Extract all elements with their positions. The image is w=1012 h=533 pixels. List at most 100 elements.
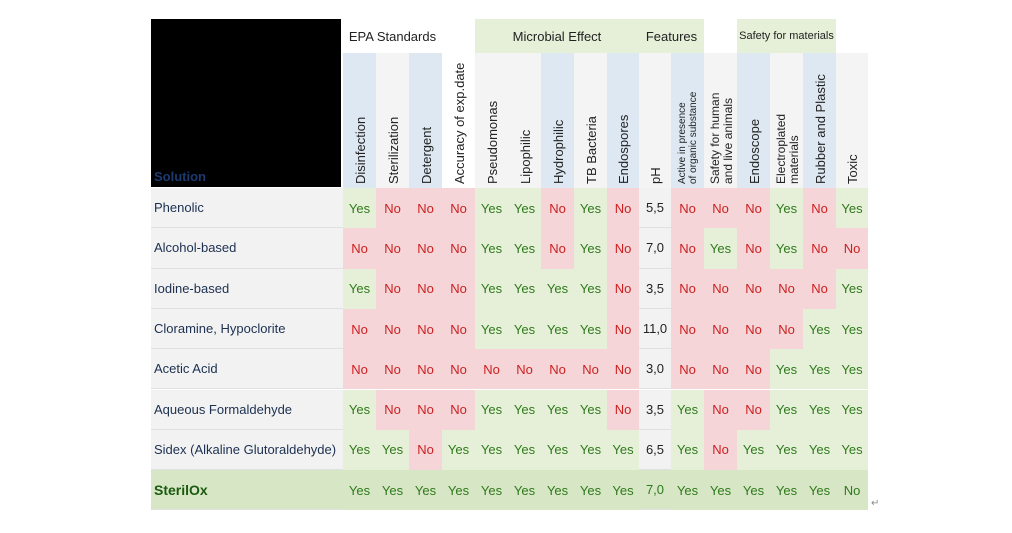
table-cell: No: [343, 228, 376, 269]
table-cell: Yes: [574, 308, 607, 350]
table-cell: Yes: [475, 308, 508, 350]
table-cell: No: [409, 349, 442, 390]
table-cell: Yes: [541, 268, 574, 309]
table-cell: Yes: [770, 389, 803, 430]
table-cell: No: [671, 268, 704, 309]
table-cell: Yes: [475, 389, 508, 430]
table-cell: No: [475, 349, 508, 390]
group-header: [836, 19, 868, 53]
table-cell: No: [442, 268, 475, 309]
table-cell: No: [803, 228, 836, 269]
table-cell: No: [704, 429, 737, 471]
table-cell: Yes: [343, 389, 376, 430]
table-cell: No: [770, 268, 803, 309]
table-cell: Yes: [803, 470, 836, 511]
table-cell: Yes: [704, 228, 737, 269]
table-cell: Yes: [770, 470, 803, 511]
table-cell: Yes: [508, 228, 541, 269]
highlight-row-name: SterilOx: [151, 470, 343, 511]
table-cell: 3,5: [639, 268, 671, 309]
table-cell: No: [671, 349, 704, 390]
row-name: Aqueous Formaldehyde: [151, 389, 343, 430]
table-cell: Yes: [770, 429, 803, 471]
table-cell: Yes: [574, 228, 607, 269]
column-header: pH: [639, 53, 671, 188]
column-header: Active in presence of organic substance: [671, 53, 704, 188]
column-header: Detergent: [409, 53, 442, 188]
table-cell: No: [376, 268, 409, 309]
table-cell: Yes: [574, 429, 607, 471]
table-cell: No: [737, 308, 770, 350]
table-cell: Yes: [508, 470, 541, 511]
table-cell: Yes: [574, 268, 607, 309]
table-cell: Yes: [343, 268, 376, 309]
table-cell: Yes: [541, 470, 574, 511]
table-cell: Yes: [574, 470, 607, 511]
column-header: Lipophilic: [508, 53, 541, 188]
table-cell: No: [343, 349, 376, 390]
table-cell: No: [409, 228, 442, 269]
table-cell: No: [376, 188, 409, 229]
table-cell: No: [376, 228, 409, 269]
table-cell: No: [836, 470, 868, 511]
table-cell: No: [442, 228, 475, 269]
table-cell: No: [376, 308, 409, 350]
table-cell: Yes: [475, 470, 508, 511]
table-cell: No: [770, 308, 803, 350]
row-name: Alcohol-based: [151, 228, 343, 269]
column-header: TB Bacteria: [574, 53, 607, 188]
group-header: EPA Standards: [343, 19, 442, 53]
row-name: Cloramine, Hypoclorite: [151, 308, 343, 350]
table-cell: Yes: [508, 389, 541, 430]
column-header: Pseudomonas: [475, 53, 508, 188]
row-name: Sidex (Alkaline Glutoraldehyde): [151, 429, 343, 471]
table-cell: Yes: [574, 389, 607, 430]
table-cell: Yes: [376, 429, 409, 471]
table-cell: Yes: [607, 429, 639, 471]
table-cell: Yes: [508, 429, 541, 471]
table-cell: No: [442, 389, 475, 430]
table-cell: No: [541, 349, 574, 390]
table-cell: Yes: [442, 470, 475, 511]
table-cell: Yes: [836, 308, 868, 350]
table-cell: No: [671, 308, 704, 350]
column-header: Disinfection: [343, 53, 376, 188]
table-cell: Yes: [770, 188, 803, 229]
group-header: Features: [639, 19, 704, 53]
table-cell: Yes: [343, 188, 376, 229]
row-name: Acetic Acid: [151, 349, 343, 390]
table-cell: Yes: [475, 268, 508, 309]
table-cell: Yes: [409, 470, 442, 511]
table-cell: Yes: [836, 268, 868, 309]
table-cell: Yes: [803, 349, 836, 390]
table-cell: Yes: [704, 470, 737, 511]
group-header: Safety for materials: [737, 19, 836, 53]
table-cell: No: [574, 349, 607, 390]
table-cell: No: [607, 228, 639, 269]
column-header: Endospores: [607, 53, 639, 188]
column-header: Toxic: [836, 53, 868, 188]
table-cell: Yes: [475, 429, 508, 471]
table-cell: No: [737, 228, 770, 269]
table-cell: Yes: [475, 228, 508, 269]
table-cell: Yes: [541, 429, 574, 471]
table-cell: No: [607, 268, 639, 309]
group-header: Microbial Effect: [475, 19, 639, 53]
table-cell: Yes: [508, 188, 541, 229]
table-cell: No: [737, 349, 770, 390]
table-cell: Yes: [442, 429, 475, 471]
column-header: Electroplated materials: [770, 53, 803, 188]
table-cell: 7,0: [639, 228, 671, 269]
table-cell: No: [671, 228, 704, 269]
table-cell: No: [541, 188, 574, 229]
table-cell: No: [737, 188, 770, 229]
table-cell: Yes: [574, 188, 607, 229]
table-cell: No: [442, 188, 475, 229]
table-cell: Yes: [836, 349, 868, 390]
table-cell: 3,5: [639, 389, 671, 430]
table-cell: No: [704, 268, 737, 309]
table-cell: 11,0: [639, 308, 671, 350]
table-cell: No: [803, 188, 836, 229]
table-cell: No: [737, 389, 770, 430]
comparison-table: Solution EPA Standards Microbial Effect Fea…: [151, 19, 872, 511]
